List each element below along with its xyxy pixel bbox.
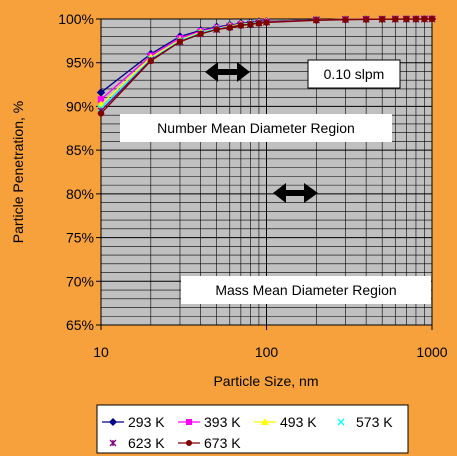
data-point <box>403 15 410 23</box>
legend-label: 393 K <box>204 414 241 430</box>
double-arrow-icon <box>273 183 318 203</box>
number-region-box: Number Mean Diameter Region <box>120 114 392 142</box>
y-tick-label: 85% <box>66 142 94 158</box>
data-point <box>109 439 117 447</box>
x-tick-label: 1000 <box>416 344 447 360</box>
data-point <box>186 419 192 425</box>
data-point <box>337 418 345 426</box>
data-point <box>378 16 386 23</box>
legend: 293 K 393 K 493 K 573 K 623 K 673 K <box>102 414 393 451</box>
y-tick-label: 70% <box>66 273 94 289</box>
mass-region-label: Mass Mean Diameter Region <box>215 282 396 298</box>
legend-label: 673 K <box>204 435 241 451</box>
x-tick-label: 100 <box>255 344 279 360</box>
data-point <box>237 22 245 29</box>
data-point <box>176 38 184 45</box>
data-point <box>147 57 155 65</box>
legend-label: 493 K <box>280 414 317 430</box>
data-point <box>362 16 370 23</box>
data-point <box>255 20 263 27</box>
legend-entry: 573 K <box>337 414 393 430</box>
legend-label: 573 K <box>356 414 393 430</box>
legend-entry: 293 K <box>102 414 165 430</box>
data-point <box>186 440 192 446</box>
axes: 65% 70% 75% 80% 85% 90% 95% 100% 10 100 1000 <box>58 11 448 360</box>
number-region-label: Number Mean Diameter Region <box>157 120 355 136</box>
double-arrow-icon <box>205 62 250 82</box>
data-point <box>96 88 106 97</box>
legend-box <box>96 404 409 454</box>
data-point <box>247 21 254 28</box>
x-tick-label: 10 <box>93 344 109 360</box>
legend-label: 623 K <box>128 435 165 451</box>
legend-entry: 673 K <box>178 435 241 451</box>
mass-region-box: Mass Mean Diameter Region <box>181 276 431 304</box>
data-point <box>428 15 436 23</box>
data-point <box>109 418 117 426</box>
y-tick-label: 65% <box>66 317 94 333</box>
y-tick-label: 75% <box>66 230 94 246</box>
y-tick-label: 100% <box>58 11 94 27</box>
series-group <box>96 14 437 117</box>
y-axis-label: Particle Penetration, % <box>10 101 26 243</box>
y-tick-label: 95% <box>66 55 94 71</box>
y-tick-label: 80% <box>66 186 94 202</box>
data-point <box>412 15 420 23</box>
x-axis-label: Particle Size, nm <box>213 373 318 389</box>
data-point <box>421 15 428 23</box>
data-point <box>342 16 349 23</box>
data-point <box>261 418 269 425</box>
legend-entry: 493 K <box>254 414 317 430</box>
data-point <box>97 110 105 117</box>
y-tick-label: 90% <box>66 98 94 114</box>
data-point <box>213 26 220 33</box>
flow-box: 0.10 slpm <box>307 59 401 89</box>
data-point <box>226 24 233 31</box>
legend-entry: 623 K <box>109 435 165 451</box>
legend-label: 293 K <box>128 414 165 430</box>
data-point <box>392 15 399 23</box>
flow-label: 0.10 slpm <box>324 66 385 82</box>
data-point <box>97 96 105 103</box>
legend-entry: 393 K <box>178 414 241 430</box>
data-point <box>263 19 270 26</box>
data-point <box>197 30 204 38</box>
data-point <box>313 17 320 24</box>
